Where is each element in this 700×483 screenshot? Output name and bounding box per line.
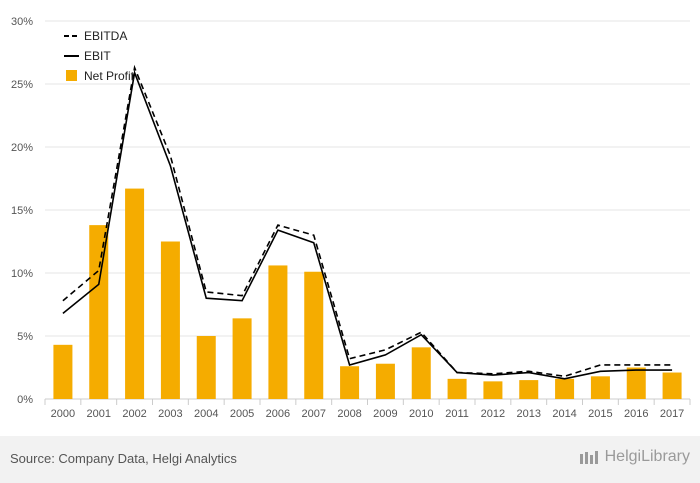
net-profit-bar <box>662 372 682 399</box>
x-tick-label: 2017 <box>660 408 684 420</box>
x-tick-label: 2005 <box>230 408 254 420</box>
legend-label: EBITDA <box>84 29 127 43</box>
net-profit-bar <box>160 241 180 399</box>
net-profit-bar <box>196 336 216 399</box>
ebit-line <box>62 69 673 380</box>
x-tick-label: 2006 <box>266 408 290 420</box>
legend-label: Net Profit <box>84 69 135 83</box>
library-icon <box>579 451 598 464</box>
x-axis-ticks: 2000 2001 2002 2003 2004 2005 2006 2007 2008 2009… <box>44 399 691 420</box>
x-tick-label: 2010 <box>409 408 433 420</box>
net-profit-bar <box>53 344 73 399</box>
y-axis-ticks: 0% 5% 10% 15% 20% 25% 30% <box>11 16 33 406</box>
x-tick-label: 2011 <box>445 408 469 420</box>
source-note: Source: Company Data, Helgi Analytics <box>10 451 237 466</box>
y-tick-label: 25% <box>11 79 33 91</box>
net-profit-bar <box>555 378 575 399</box>
net-profit-bar <box>447 378 467 399</box>
y-tick-label: 0% <box>17 394 33 406</box>
net-profit-bars <box>53 188 682 399</box>
margin-lines <box>62 64 673 380</box>
y-tick-label: 15% <box>11 205 33 217</box>
net-profit-bar <box>304 271 324 399</box>
x-tick-label: 2003 <box>158 408 182 420</box>
x-tick-label: 2007 <box>302 408 326 420</box>
x-tick-label: 2013 <box>517 408 541 420</box>
x-tick-label: 2004 <box>194 408 218 420</box>
y-tick-label: 30% <box>11 16 33 28</box>
x-tick-label: 2008 <box>337 408 361 420</box>
x-tick-label: 2012 <box>481 408 505 420</box>
x-tick-label: 2016 <box>624 408 648 420</box>
brand-text: HelgiLibrary <box>604 448 690 465</box>
net-profit-bar <box>125 188 145 399</box>
x-tick-label: 2002 <box>122 408 146 420</box>
legend: EBITDA EBIT Net Profit <box>64 29 135 83</box>
net-profit-bar <box>411 347 431 399</box>
y-tick-label: 5% <box>17 331 33 343</box>
legend-swatch-net-profit <box>66 70 77 81</box>
grid-lines <box>45 20 690 400</box>
footer-band <box>0 436 700 483</box>
net-profit-bar <box>483 381 503 399</box>
brand-logo[interactable]: HelgiLibrary <box>579 448 690 466</box>
x-tick-label: 2009 <box>373 408 397 420</box>
net-profit-bar <box>268 265 288 399</box>
net-profit-bar <box>232 318 252 399</box>
x-tick-label: 2015 <box>588 408 612 420</box>
net-profit-bar <box>626 367 646 399</box>
x-tick-label: 2001 <box>87 408 111 420</box>
ebitda-line <box>62 64 673 378</box>
net-profit-bar <box>89 225 109 399</box>
x-tick-label: 2014 <box>552 408 576 420</box>
net-profit-bar <box>375 363 395 399</box>
y-tick-label: 20% <box>11 142 33 154</box>
net-profit-bar <box>519 380 539 399</box>
net-profit-bar <box>590 376 610 399</box>
net-profit-bar <box>340 366 360 399</box>
legend-label: EBIT <box>84 49 111 63</box>
x-tick-label: 2000 <box>51 408 75 420</box>
y-tick-label: 10% <box>11 268 33 280</box>
